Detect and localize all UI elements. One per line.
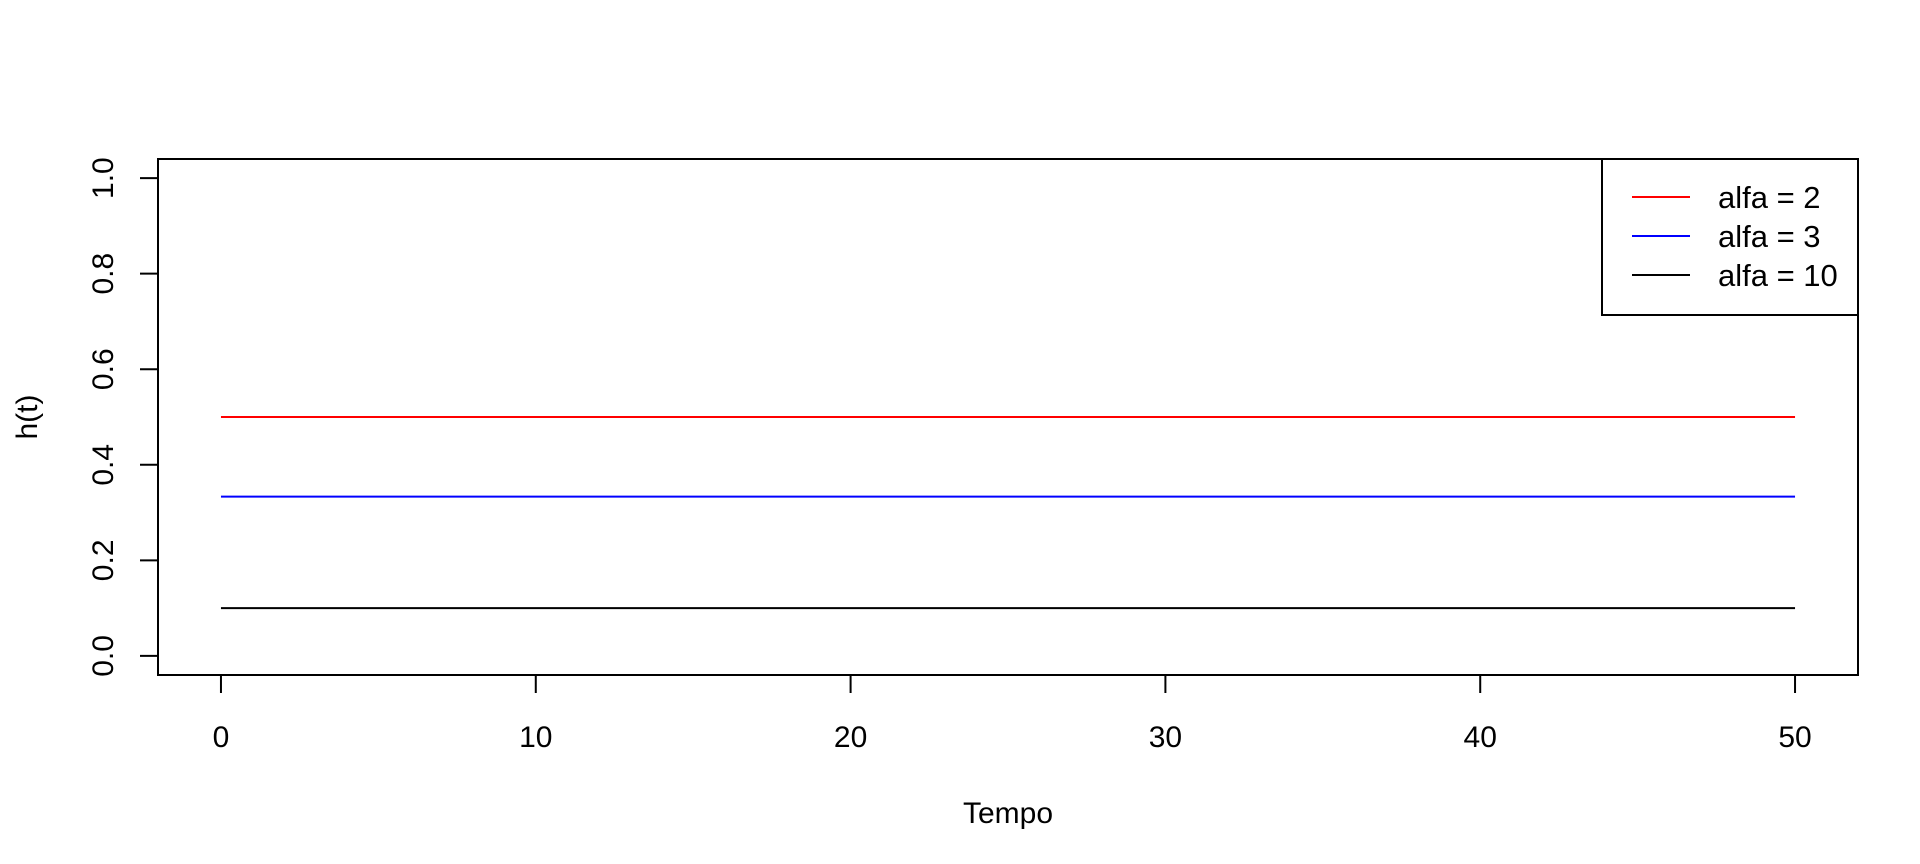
- y-tick-label: 0.6: [87, 348, 120, 390]
- x-tick-label: 30: [1149, 721, 1182, 754]
- y-tick-label: 0.8: [87, 253, 120, 295]
- y-tick-label: 1.0: [87, 157, 120, 199]
- y-tick-label: 0.0: [87, 635, 120, 677]
- legend-label: alfa = 10: [1718, 258, 1838, 293]
- legend-label: alfa = 2: [1718, 180, 1821, 215]
- x-tick-label: 40: [1464, 721, 1497, 754]
- y-tick-label: 0.4: [87, 444, 120, 486]
- x-tick-label: 50: [1778, 721, 1811, 754]
- x-tick-label: 20: [834, 721, 867, 754]
- x-axis: 0 10 20 30 40 50: [213, 674, 1812, 754]
- series-lines: [220, 416, 1796, 610]
- x-tick-label: 10: [519, 721, 552, 754]
- y-tick-label: 0.2: [87, 539, 120, 581]
- legend: alfa = 2 alfa = 3 alfa = 10: [1601, 158, 1859, 316]
- legend-label: alfa = 3: [1718, 219, 1821, 254]
- x-axis-label: Tempo: [963, 797, 1053, 830]
- y-axis: 0.0 0.2 0.4 0.6 0.8 1.0: [87, 157, 159, 677]
- x-tick-label: 0: [213, 721, 230, 754]
- y-axis-label: h(t): [11, 395, 44, 440]
